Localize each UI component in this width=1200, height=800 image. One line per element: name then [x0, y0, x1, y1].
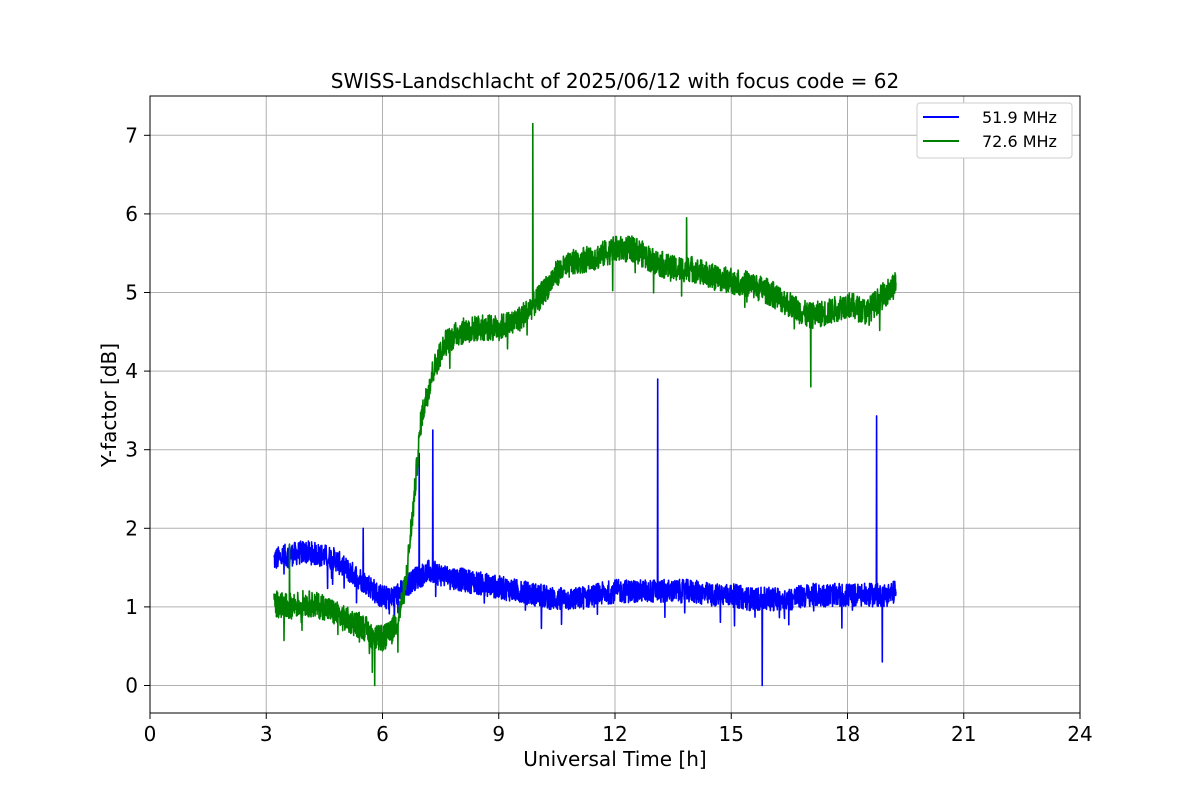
chart-title: SWISS-Landschlacht of 2025/06/12 with fo…	[331, 69, 899, 93]
series-line-51-9-mhz	[273, 378, 897, 687]
y-tick-label: 0	[125, 673, 138, 697]
y-tick-label: 6	[125, 202, 138, 226]
legend-label-51-9-mhz: 51.9 MHz	[982, 108, 1057, 127]
x-tick-label: 12	[602, 722, 627, 746]
x-tick-label: 18	[835, 722, 860, 746]
y-tick-label: 1	[125, 595, 138, 619]
x-tick-label: 24	[1067, 722, 1092, 746]
x-tick-label: 9	[492, 722, 505, 746]
x-axis-label: Universal Time [h]	[523, 747, 706, 771]
y-tick-label: 7	[125, 123, 138, 147]
y-tick-label: 5	[125, 280, 138, 304]
y-tick-label: 4	[125, 359, 138, 383]
x-tick-label: 3	[260, 722, 273, 746]
legend-label-72-6-mhz: 72.6 MHz	[982, 132, 1057, 151]
x-tick-label: 6	[376, 722, 389, 746]
series-line-72-6-mhz	[273, 122, 897, 687]
y-axis-label: Y-factor [dB]	[97, 343, 121, 468]
legend: 51.9 MHz 72.6 MHz	[916, 102, 1073, 159]
y-tick-label: 2	[125, 516, 138, 540]
y-tick-label: 3	[125, 438, 138, 462]
x-tick-label: 15	[719, 722, 744, 746]
x-tick-label: 21	[951, 722, 976, 746]
x-tick-label: 0	[144, 722, 157, 746]
series-layer	[273, 122, 897, 687]
